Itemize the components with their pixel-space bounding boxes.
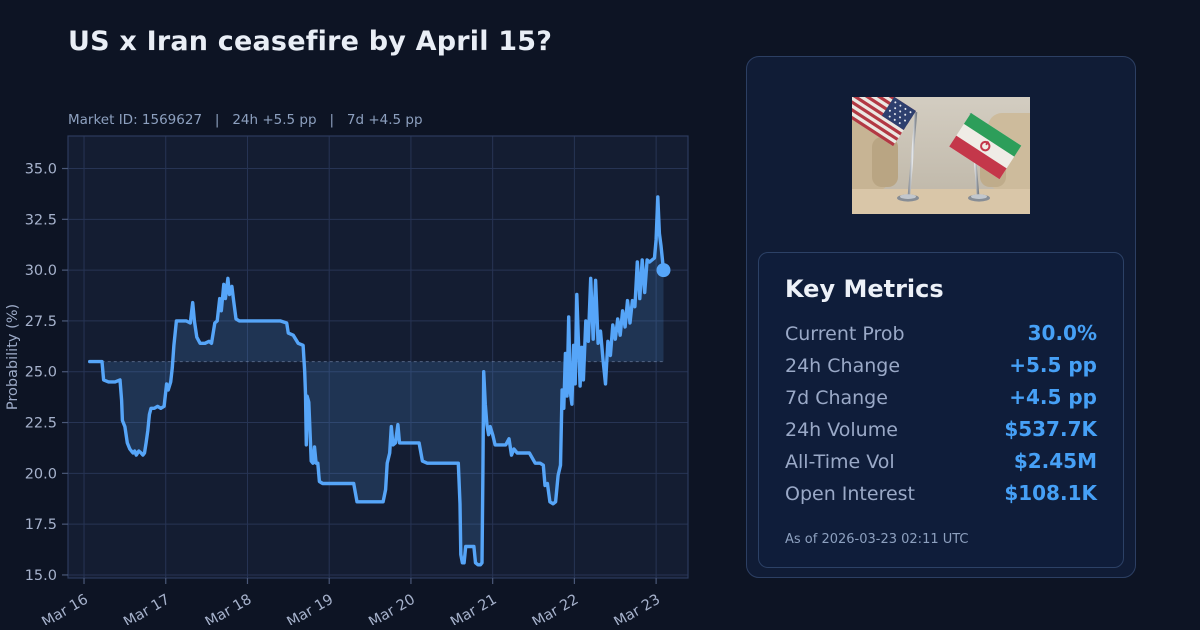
metric-value: 30.0% <box>1027 321 1097 345</box>
y-tick-label: 35.0 <box>25 162 57 178</box>
metric-row-all-time-vol: All-Time Vol $2.45M <box>785 449 1097 481</box>
y-tick-label: 15.0 <box>25 568 57 584</box>
metric-row-24h-volume: 24h Volume $537.7K <box>785 417 1097 449</box>
metric-value: $108.1K <box>1004 481 1097 505</box>
as-of-timestamp: As of 2026-03-23 02:11 UTC <box>785 532 969 547</box>
metric-label: Open Interest <box>785 483 916 505</box>
y-tick-label: 30.0 <box>25 263 57 279</box>
y-tick-label: 27.5 <box>25 314 57 330</box>
metric-row-7d-change: 7d Change +4.5 pp <box>785 385 1097 417</box>
metric-label: 24h Change <box>785 355 901 377</box>
market-meta-line: Market ID: 1569627 | 24h +5.5 pp | 7d +4… <box>68 112 423 128</box>
metric-value: $2.45M <box>1013 449 1097 473</box>
us-iran-flags-image <box>852 97 1030 214</box>
x-tick-label: Mar 21 <box>448 592 500 625</box>
table-surface <box>852 189 1030 214</box>
iran-flag <box>949 112 1022 202</box>
chart-canvas[interactable]: 15.0 17.5 20.0 22.5 25.0 27.5 30.0 32.5 35.0 Mar … <box>0 120 710 630</box>
metric-row-open-interest: Open Interest $108.1K <box>785 481 1097 513</box>
latest-point-marker <box>656 263 671 278</box>
y-tick-label: 22.5 <box>25 416 57 432</box>
x-tick-label: Mar 23 <box>611 592 663 625</box>
metric-label: 24h Volume <box>785 419 898 441</box>
metric-label: Current Prob <box>785 323 905 345</box>
probability-line <box>87 195 666 567</box>
y-tick-label: 32.5 <box>25 212 57 228</box>
key-metrics-card: Key Metrics Current Prob 30.0% 24h Chang… <box>758 252 1124 568</box>
x-tick-label: Mar 22 <box>530 592 582 625</box>
metric-value: $537.7K <box>1004 417 1097 441</box>
metric-label: All-Time Vol <box>785 451 895 473</box>
page-title: US x Iran ceasefire by April 15? <box>68 26 553 57</box>
y-tick-label: 25.0 <box>25 365 57 381</box>
x-tick-label: Mar 20 <box>366 592 418 625</box>
metric-value: +5.5 pp <box>1009 353 1097 377</box>
market-side-panel: Key Metrics Current Prob 30.0% 24h Chang… <box>746 56 1136 578</box>
probability-chart[interactable]: 15.0 17.5 20.0 22.5 25.0 27.5 30.0 32.5 35.0 Mar … <box>0 120 710 630</box>
metric-row-current-prob: Current Prob 30.0% <box>785 321 1097 353</box>
key-metrics-title: Key Metrics <box>785 275 944 303</box>
area-fill <box>89 197 664 565</box>
metric-value: +4.5 pp <box>1009 385 1097 409</box>
metric-row-24h-change: 24h Change +5.5 pp <box>785 353 1097 385</box>
x-tick-label: Mar 17 <box>121 592 173 625</box>
x-tick-label: Mar 19 <box>285 592 337 625</box>
us-flag <box>852 97 919 202</box>
y-axis-label: Probability (%) <box>5 304 21 410</box>
y-tick-label: 17.5 <box>25 517 57 533</box>
y-tick-label: 20.0 <box>25 466 57 482</box>
x-tick-label: Mar 18 <box>203 592 255 625</box>
metric-label: 7d Change <box>785 387 888 409</box>
x-tick-label: Mar 16 <box>39 592 91 625</box>
